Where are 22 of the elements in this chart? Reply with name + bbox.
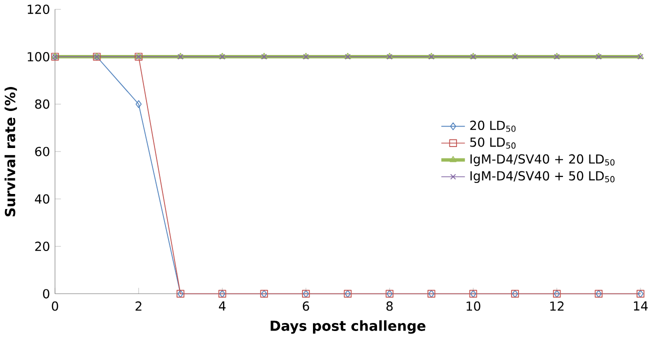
x-tick-label: 14	[634, 301, 648, 310]
y-axis-title: Survival rate (%)	[4, 86, 17, 216]
y-tick-label: 40	[34, 194, 50, 204]
x-tick-label: 0	[52, 301, 58, 311]
y-tick-label: 0	[43, 288, 50, 298]
legend-label: IgM-D4/SV40 + 20 LD$_{50}$	[470, 154, 614, 166]
legend-label: IgM-D4/SV40 + 50 LD$_{50}$	[470, 170, 614, 183]
x-tick-label: 10	[466, 301, 480, 311]
y-tick-label: 120	[28, 4, 50, 14]
y-tick-label: 60	[35, 146, 50, 156]
x-tick-label: 8	[386, 301, 393, 311]
y-tick-label: 80	[35, 99, 50, 109]
legend-label: 20 LD$_{50}$	[470, 120, 516, 132]
x-tick-label: 6	[302, 301, 310, 311]
point	[136, 100, 142, 108]
y-tick-label: 20	[35, 241, 50, 251]
legend-label: 50 LD$_{50}$	[470, 137, 516, 149]
y-tick-label: 100	[28, 52, 50, 62]
x-axis-title: Days post challenge	[270, 320, 426, 334]
x-tick-label: 2	[136, 301, 142, 310]
x-tick-label: 4	[218, 301, 226, 310]
x-tick-label: 12	[550, 301, 564, 310]
